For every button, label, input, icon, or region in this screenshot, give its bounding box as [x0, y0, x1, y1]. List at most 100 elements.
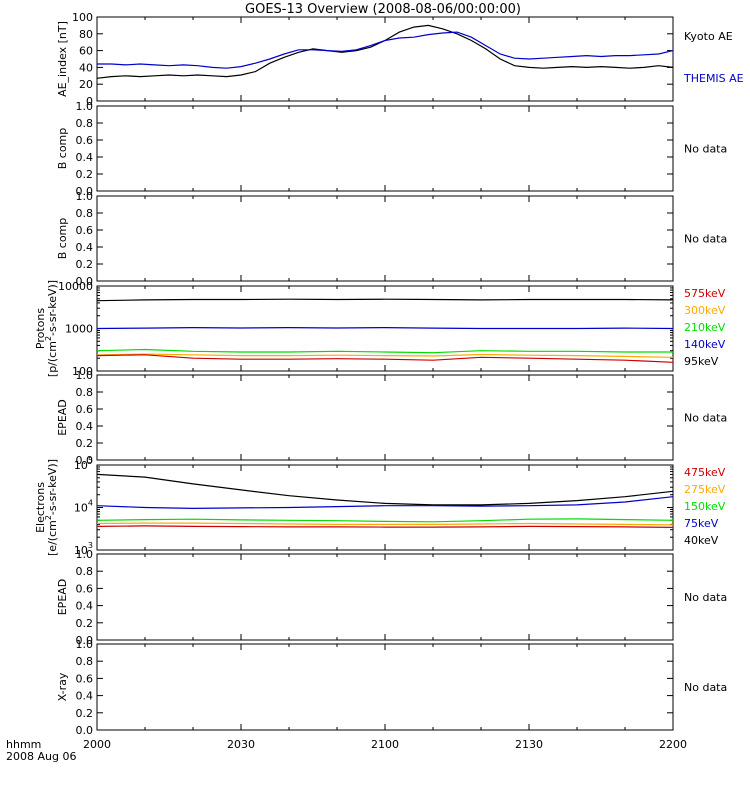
- series-line-themis-ae: [97, 31, 674, 69]
- panel-8: 0.0 0.2 0.4 0.6 0.8 1.0 X-ray No data: [56, 638, 727, 737]
- panel-frame: [96, 195, 674, 282]
- y-tick-label: 10000: [58, 280, 93, 293]
- panel-frame: [96, 553, 674, 641]
- legend-label: 150keV: [684, 500, 726, 513]
- y-tick-label: 105: [74, 456, 93, 472]
- series-line-40kev: [96, 473, 674, 506]
- y-tick-label: 0.8: [76, 386, 94, 399]
- y-tick-label: 0.0: [76, 724, 94, 737]
- y-tick-label: 0.2: [76, 707, 94, 720]
- legend-label: No data: [684, 233, 727, 246]
- y-tick-label: 104: [74, 499, 93, 515]
- series-line-kyoto-ae: [96, 24, 674, 79]
- y-tick-label: 0.8: [76, 655, 94, 668]
- y-tick-label: 1.0: [76, 190, 94, 203]
- y-tick-label: 0.4: [76, 600, 94, 613]
- y-tick-label: 100: [72, 11, 93, 24]
- panel-3: 0.0 0.2 0.4 0.6 0.8 1.0 B comp No data: [56, 190, 727, 288]
- panel-frame: [96, 105, 674, 192]
- y-tick-label: 20: [79, 78, 93, 91]
- y-tick-label: 0.0: [76, 454, 94, 467]
- y-tick-label: 1000: [65, 323, 93, 336]
- legend-label: 475keV: [684, 466, 726, 479]
- y-tick-label: 0.2: [76, 168, 94, 181]
- panel-frame: [96, 16, 674, 102]
- legend-label: No data: [684, 143, 727, 156]
- y-tick-label: 80: [79, 28, 93, 41]
- y-axis-label: AE_index [nT]: [56, 21, 69, 97]
- y-tick-label: 100: [72, 365, 93, 378]
- y-axis-label: X-ray: [56, 672, 69, 701]
- x-tick-label: 2100: [371, 738, 399, 751]
- legend-label: 75keV: [684, 517, 719, 530]
- y-axis-label: Protons[p/(cm2-s-sr-keV)]: [34, 280, 59, 377]
- y-tick-label: 0.6: [76, 672, 94, 685]
- time-label-hhmm: hhmm: [6, 738, 41, 751]
- y-tick-label: 0.6: [76, 224, 94, 237]
- legend-label: 575keV: [684, 287, 726, 300]
- y-tick-label: 0.0: [76, 634, 94, 647]
- y-tick-label: 0.4: [76, 151, 94, 164]
- y-tick-label: 1.0: [76, 548, 94, 561]
- time-label-date: 2008 Aug 06: [6, 750, 76, 763]
- y-tick-label: 0.2: [76, 258, 94, 271]
- y-tick-label: 0.0: [76, 275, 94, 288]
- y-tick-label: 0.6: [76, 403, 94, 416]
- y-tick-label: 0.2: [76, 617, 94, 630]
- time-axis: 2000 2030 2100 2130 2200: [83, 738, 687, 751]
- y-axis-label: Electrons[e/(cm2-s-sr-keV)]: [34, 459, 59, 556]
- series-line-95kev: [96, 298, 674, 302]
- y-tick-label: 0.8: [76, 117, 94, 130]
- series-line-75kev: [96, 496, 674, 510]
- y-tick-label: 0.6: [76, 134, 94, 147]
- y-axis-label: EPEAD: [56, 579, 69, 616]
- x-tick-label: 2000: [83, 738, 111, 751]
- series-line-210kev: [96, 348, 673, 354]
- legend-label: 300keV: [684, 304, 726, 317]
- y-tick-label: 0.6: [76, 582, 94, 595]
- legend-label: 40keV: [684, 534, 719, 547]
- series-line-300kev: [96, 353, 674, 358]
- y-axis-label: B comp: [56, 218, 69, 260]
- panel-frame: [96, 643, 674, 731]
- y-axis-label: EPEAD: [56, 399, 69, 436]
- y-tick-label: 1.0: [76, 369, 94, 382]
- y-tick-label: 40: [79, 61, 93, 74]
- series-line-275kev: [96, 522, 674, 526]
- y-tick-label: 0.0: [76, 185, 94, 198]
- y-tick-label: 1.0: [76, 100, 94, 113]
- legend-label: No data: [684, 412, 727, 425]
- y-tick-label: 0.8: [76, 207, 94, 220]
- legend-label: No data: [684, 681, 727, 694]
- series-line-150kev: [96, 518, 674, 523]
- legend-label: 140keV: [684, 338, 726, 351]
- legend-label: THEMIS AE: [683, 72, 744, 85]
- x-tick-label: 2200: [659, 738, 687, 751]
- y-tick-label: 0.4: [76, 241, 94, 254]
- series-line-575kev: [96, 354, 674, 363]
- y-tick-label: 0.8: [76, 565, 94, 578]
- y-tick-label: 0: [86, 95, 93, 108]
- y-tick-label: 1.0: [76, 638, 94, 651]
- panel-2: 0.0 0.2 0.4 0.6 0.8 1.0 B comp No data: [56, 100, 727, 198]
- y-tick-label: 60: [79, 45, 93, 58]
- x-tick-label: 2030: [227, 738, 255, 751]
- legend-label: Kyoto AE: [684, 30, 733, 43]
- y-tick-label: 0.4: [76, 690, 94, 703]
- legend-label: 210keV: [684, 321, 726, 334]
- figure-title: GOES-13 Overview (2008-08-06/00:00:00): [245, 2, 521, 17]
- y-axis-label: B comp: [56, 128, 69, 170]
- panel-frame: [96, 374, 674, 461]
- y-tick-label: 0.4: [76, 420, 94, 433]
- x-tick-label: 2130: [515, 738, 543, 751]
- legend-label: No data: [684, 591, 727, 604]
- series-line-140kev: [96, 326, 674, 330]
- y-tick-label: 0.2: [76, 437, 94, 450]
- series-line-475kev: [96, 525, 674, 528]
- legend-label: 95keV: [684, 355, 719, 368]
- panel-5: 0.0 0.2 0.4 0.6 0.8 1.0 EPEAD No data: [56, 369, 727, 467]
